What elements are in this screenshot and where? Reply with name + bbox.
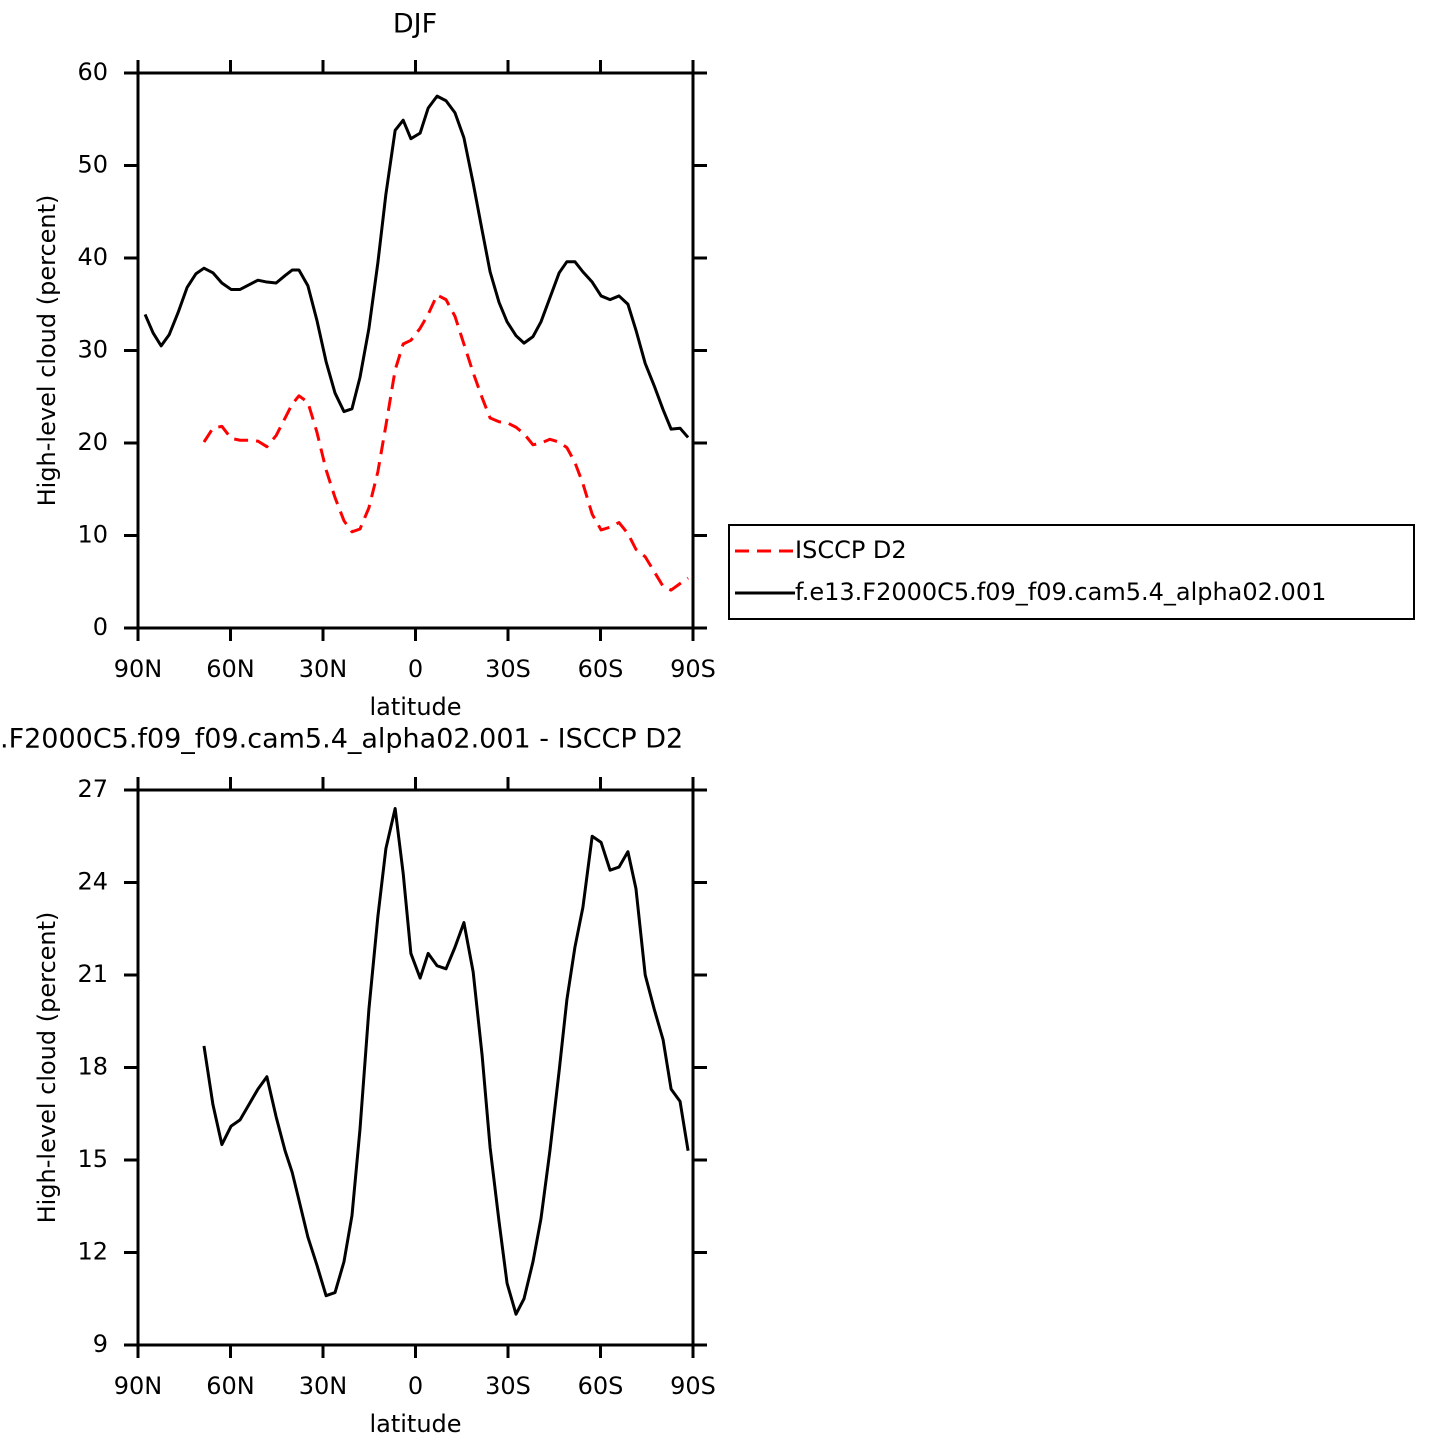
x-tick-label: 60N xyxy=(206,655,255,683)
data-line xyxy=(202,293,689,592)
y-axis-label: High-level cloud (percent) xyxy=(33,195,61,507)
y-tick-label: 60 xyxy=(77,58,108,86)
x-tick-label: 60N xyxy=(206,1372,255,1400)
y-tick-label: 12 xyxy=(77,1238,108,1266)
x-tick-label: 0 xyxy=(408,655,423,683)
legend-label: f.e13.F2000C5.f09_f09.cam5.4_alpha02.001 xyxy=(795,578,1326,606)
x-axis-label: latitude xyxy=(369,1410,461,1438)
y-tick-label: 20 xyxy=(77,428,108,456)
y-tick-label: 10 xyxy=(77,521,108,549)
x-tick-label: 30S xyxy=(485,1372,531,1400)
x-tick-label: 30N xyxy=(299,655,348,683)
legend-label: ISCCP D2 xyxy=(795,536,907,564)
y-tick-label: 40 xyxy=(77,243,108,271)
legend-box xyxy=(728,524,1415,620)
x-tick-label: 60S xyxy=(578,1372,624,1400)
y-tick-label: 18 xyxy=(77,1053,108,1081)
y-tick-label: 27 xyxy=(77,775,108,803)
x-tick-label: 60S xyxy=(578,655,624,683)
plot-frame xyxy=(136,71,695,630)
y-tick-label: 21 xyxy=(77,960,108,988)
y-tick-label: 24 xyxy=(77,868,108,896)
x-tick-label: 0 xyxy=(408,1372,423,1400)
x-axis-label: latitude xyxy=(369,693,461,721)
y-tick-label: 9 xyxy=(93,1330,108,1358)
x-tick-label: 90N xyxy=(114,1372,163,1400)
x-tick-label: 30S xyxy=(485,655,531,683)
chart-title: .F2000C5.f09_f09.cam5.4_alpha02.001 - IS… xyxy=(0,724,683,755)
x-tick-label: 90S xyxy=(670,655,716,683)
y-tick-label: 15 xyxy=(77,1145,108,1173)
data-line xyxy=(143,94,690,439)
x-tick-label: 90N xyxy=(114,655,163,683)
y-tick-label: 50 xyxy=(77,151,108,179)
plot-frame xyxy=(136,788,695,1347)
x-tick-label: 90S xyxy=(670,1372,716,1400)
x-tick-label: 30N xyxy=(299,1372,348,1400)
y-tick-label: 30 xyxy=(77,336,108,364)
y-axis-label: High-level cloud (percent) xyxy=(33,912,61,1224)
chart-title: DJF xyxy=(393,9,437,40)
data-line xyxy=(202,807,690,1316)
y-tick-label: 0 xyxy=(93,613,108,641)
